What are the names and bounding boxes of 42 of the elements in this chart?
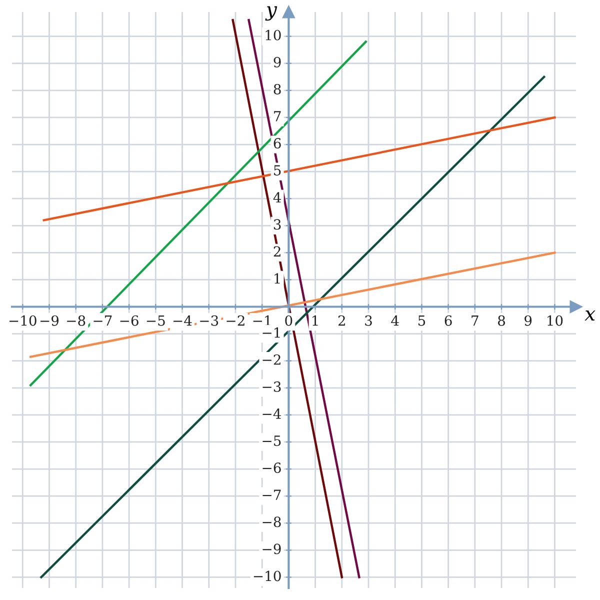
y-axis-title: y bbox=[265, 6, 278, 21]
y-tick-label: 1 bbox=[274, 273, 280, 284]
x-tick-label: −2 bbox=[226, 315, 244, 326]
y-tick-label: 3 bbox=[274, 219, 281, 230]
y-tick-label: −10 bbox=[254, 570, 281, 582]
y-tick-label: −4 bbox=[262, 408, 282, 419]
x-tick-label: −3 bbox=[200, 315, 218, 326]
x-tick-label: −4 bbox=[174, 315, 192, 326]
x-tick-label: −7 bbox=[94, 316, 112, 326]
x-tick-label: −9 bbox=[40, 315, 59, 326]
x-tick-label: 1 bbox=[312, 315, 318, 326]
y-tick-label: −2 bbox=[262, 354, 280, 365]
x-tick-label: 9 bbox=[524, 315, 532, 326]
x-tick-label: −6 bbox=[120, 315, 138, 326]
x-axis-title: x bbox=[584, 310, 596, 321]
y-tick-label: −8 bbox=[262, 516, 281, 528]
x-tick-label: 0 bbox=[285, 315, 292, 326]
y-tick-label: −1 bbox=[262, 327, 280, 338]
y-tick-label: −7 bbox=[262, 490, 281, 500]
y-tick-label: −5 bbox=[262, 436, 281, 446]
y-tick-label: 2 bbox=[274, 246, 280, 257]
x-tick-label: 5 bbox=[418, 316, 426, 326]
y-tick-label: 10 bbox=[266, 30, 281, 40]
x-tick-label: −10 bbox=[9, 315, 36, 326]
x-tick-label: 10 bbox=[548, 315, 563, 326]
x-tick-label: 7 bbox=[472, 316, 478, 326]
x-tick-label: 8 bbox=[498, 315, 505, 326]
y-tick-label: 5 bbox=[274, 165, 281, 176]
x-tick-label: 6 bbox=[444, 315, 452, 326]
y-tick-label: 4 bbox=[273, 192, 282, 202]
x-tick-label: 2 bbox=[338, 315, 345, 326]
y-tick-label: 7 bbox=[274, 111, 281, 122]
y-tick-label: −6 bbox=[262, 462, 281, 474]
x-tick-label: −5 bbox=[146, 316, 165, 326]
y-tick-label: 9 bbox=[274, 56, 281, 68]
x-tick-label: 4 bbox=[391, 315, 399, 326]
x-tick-label: 3 bbox=[365, 315, 372, 326]
y-tick-label: −3 bbox=[262, 381, 281, 392]
y-tick-label: 8 bbox=[274, 84, 281, 94]
y-tick-label: −9 bbox=[262, 544, 281, 554]
y-tick-label: 6 bbox=[274, 138, 281, 149]
x-tick-label: −8 bbox=[67, 315, 86, 326]
